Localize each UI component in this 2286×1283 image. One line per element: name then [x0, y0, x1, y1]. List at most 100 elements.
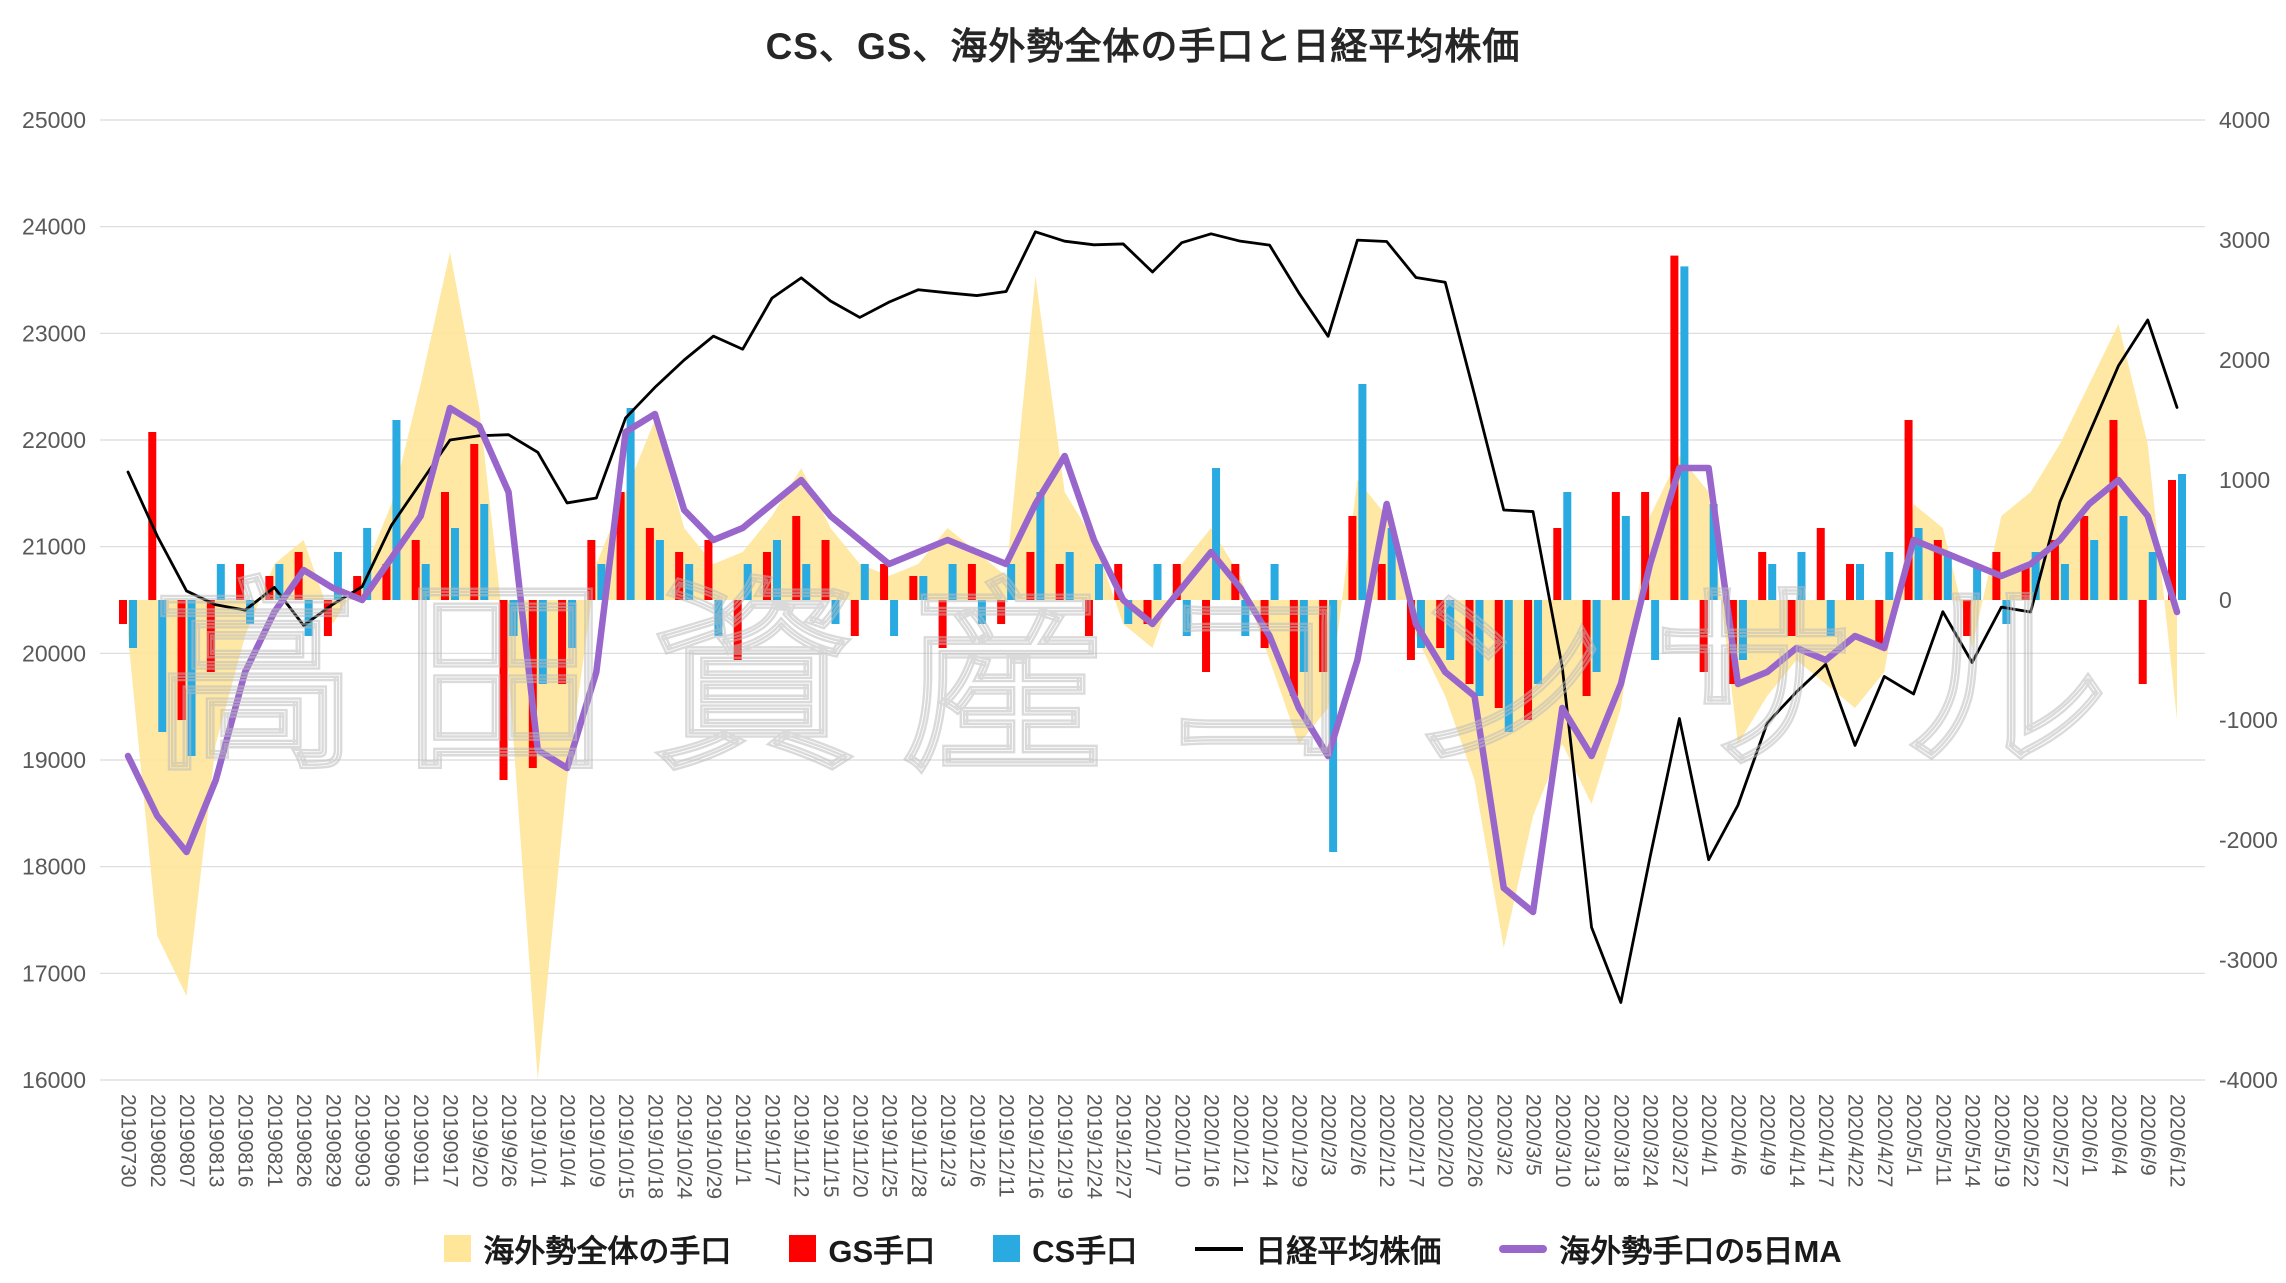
cs-bar: [948, 564, 957, 600]
x-axis-tick-label: 2019/10/4: [556, 1094, 579, 1188]
gs-bar: [2109, 420, 2118, 600]
cs-bar: [597, 564, 606, 600]
gs-bar: [1787, 600, 1796, 636]
x-axis-tick-label: 2019/11/7: [760, 1094, 783, 1186]
nikkei-line: [126, 230, 2179, 1004]
gs-bar: [1904, 420, 1913, 600]
x-axis-tick-label: 2020/2/26: [1463, 1094, 1486, 1187]
cs-bar: [743, 564, 752, 600]
cs-bar: [216, 564, 225, 600]
gs-bar: [1202, 600, 1211, 672]
cs-bar: [187, 600, 196, 756]
gs-bar: [1933, 540, 1942, 600]
cs-bar: [772, 540, 781, 600]
left-axis-tick-label: 18000: [22, 854, 86, 880]
chart-title: CS、GS、海外勢全体の手口と日経平均株価: [765, 26, 1521, 67]
x-axis-tick-label: 2020/3/18: [1609, 1094, 1632, 1187]
right-axis-tick-label: 0: [2219, 587, 2232, 613]
cs-bar: [1651, 600, 1660, 660]
x-axis-tick-label: 2019/12/3: [936, 1094, 959, 1187]
x-axis-tick-label: 2020/5/11: [1931, 1094, 1954, 1186]
left-axis-tick-label: 20000: [22, 640, 86, 666]
x-axis-tick-label: 2020/1/24: [1258, 1094, 1281, 1188]
gs-bar: [880, 564, 889, 600]
x-axis-tick-label: 2020/3/2: [1492, 1094, 1515, 1176]
gs-bar: [909, 576, 918, 600]
x-axis-tick-label: 20190917: [438, 1094, 461, 1187]
cs-bar: [2119, 516, 2128, 600]
cs-bar: [392, 420, 401, 600]
gs-bar: [616, 492, 625, 600]
gs-bar: [148, 432, 157, 600]
legend-item-cs: CS手口: [993, 1226, 1137, 1271]
gs-bar: [587, 540, 596, 600]
cs-bar: [2031, 552, 2040, 600]
cs-bar: [568, 600, 577, 648]
foreign-area-swatch-icon: [444, 1235, 472, 1262]
gs-bar: [938, 600, 947, 648]
legend-label-nikkei: 日経平均株価: [1255, 1234, 1442, 1269]
cs-bar: [158, 600, 167, 732]
cs-bar: [2178, 474, 2186, 600]
gs-bar: [1377, 564, 1386, 600]
x-axis-tick-label: 2019/10/1: [526, 1094, 549, 1187]
x-axis-tick-label: 2020/1/21: [1229, 1094, 1252, 1187]
gs-bar: [997, 600, 1006, 624]
gs-bar: [675, 552, 684, 600]
gs-bar: [382, 564, 391, 600]
x-axis-tick-label: 2020/5/19: [1990, 1094, 2013, 1187]
cs-bar: [450, 528, 459, 600]
gs-bar: [1846, 564, 1855, 600]
cs-bar: [831, 600, 840, 624]
x-axis-tick-label: 2020/3/27: [1668, 1094, 1691, 1187]
x-axis-tick-label: 2020/1/29: [1287, 1094, 1310, 1187]
cs-bar: [1416, 600, 1425, 648]
x-axis-tick-label: 2020/5/27: [2048, 1094, 2071, 1187]
cs-bar: [1065, 552, 1074, 600]
cs-bar: [860, 564, 869, 600]
x-axis-tick-label: 2019/10/9: [585, 1094, 608, 1187]
gs-bar: [1465, 600, 1474, 684]
x-axis-tick-label: 2019/11/12: [790, 1094, 813, 1198]
gs-bar-swatch-icon: [789, 1235, 817, 1262]
x-axis-tick-label: 2020/6/12: [2166, 1094, 2189, 1187]
left-axis-tick-label: 21000: [22, 534, 86, 560]
legend-item-ma5: 海外勢手口の5日MA: [1499, 1226, 1842, 1271]
x-axis-tick-label: 2019/9/20: [468, 1094, 491, 1187]
x-axis-tick-label: 2020/4/22: [1844, 1094, 1867, 1187]
gs-bar: [645, 528, 654, 600]
x-axis-tick-label: 2020/1/16: [1200, 1094, 1223, 1187]
cs-bar: [1797, 552, 1806, 600]
gs-bar: [1816, 528, 1825, 600]
gs-bar: [967, 564, 976, 600]
cs-bar: [1241, 600, 1250, 636]
cs-bar: [2148, 552, 2157, 600]
cs-bar: [1592, 600, 1601, 672]
gs-bar: [1963, 600, 1972, 636]
left-axis-tick-label: 17000: [22, 960, 86, 986]
cs-bar: [685, 564, 694, 600]
cs-bar: [714, 600, 723, 636]
cs-bar: [1856, 564, 1865, 600]
x-axis-tick-label: 20190903: [351, 1094, 374, 1187]
gs-bar: [323, 600, 332, 636]
left-axis-tick-label: 19000: [22, 747, 86, 773]
cs-bar: [1036, 492, 1045, 600]
x-axis-tick-label: 2020/4/17: [1814, 1094, 1837, 1187]
gs-bar: [1172, 564, 1181, 600]
ma5-line-swatch-icon: [1499, 1244, 1548, 1253]
gs-bar: [558, 600, 567, 684]
cs-bar: [626, 408, 635, 600]
cs-bar: [1299, 600, 1308, 672]
x-axis-tick-label: 20190906: [380, 1094, 403, 1187]
cs-bar: [1826, 600, 1835, 636]
left-axis-tick-label: 22000: [22, 427, 86, 453]
cs-bar: [1885, 552, 1894, 600]
right-axis-tick-label: -2000: [2219, 827, 2278, 853]
right-axis-tick-label: -3000: [2219, 947, 2278, 973]
x-axis-tick-label: 2020/3/10: [1551, 1094, 1574, 1187]
x-axis-tick-label: 20190802: [146, 1094, 169, 1187]
gs-bar: [2080, 516, 2089, 600]
gs-bar: [762, 552, 771, 600]
